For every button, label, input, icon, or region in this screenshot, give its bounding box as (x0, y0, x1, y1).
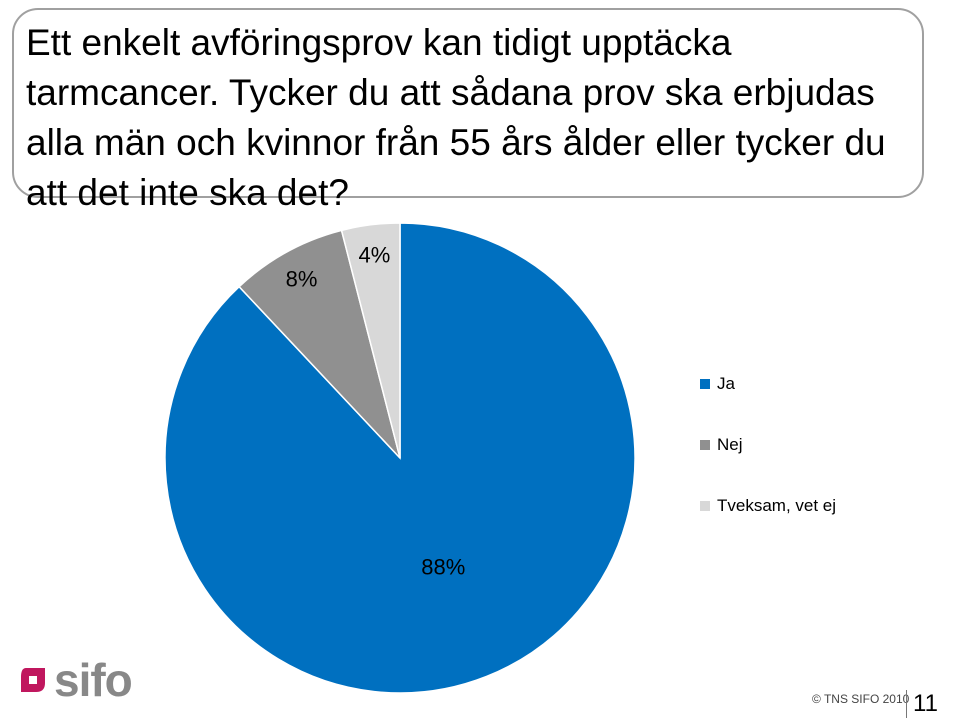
sifo-logo-icon (21, 668, 45, 692)
legend-label: Ja (717, 374, 735, 393)
data-label-nej: 8% (286, 266, 318, 291)
legend-swatch (700, 440, 710, 450)
data-label-ja: 88% (421, 555, 465, 580)
copyright-notice: © TNS SIFO 2010 (812, 692, 910, 706)
title-box: Ett enkelt avföringsprov kan tidigt uppt… (12, 8, 924, 213)
legend-item-tveksam-vet-ej: Tveksam, vet ej (700, 494, 836, 518)
legend-label: Nej (717, 435, 743, 454)
legend-swatch (700, 501, 710, 511)
pie-slice-nej (238, 229, 401, 459)
page-number: 11 (906, 690, 938, 718)
legend-item-ja: Ja (700, 372, 735, 396)
legend-item-nej: Nej (700, 433, 743, 457)
legend-label: Tveksam, vet ej (717, 496, 837, 515)
sifo-logo: sifo (18, 650, 133, 710)
legend-swatch (700, 379, 710, 389)
data-label-tveksam-vet-ej: 4% (358, 243, 390, 268)
sifo-logo-text: sifo (54, 654, 133, 706)
pie-slice-tveksam-vet-ej (340, 222, 401, 459)
page-title: Ett enkelt avföringsprov kan tidigt uppt… (26, 22, 886, 213)
pie-slice-ja (164, 222, 636, 694)
